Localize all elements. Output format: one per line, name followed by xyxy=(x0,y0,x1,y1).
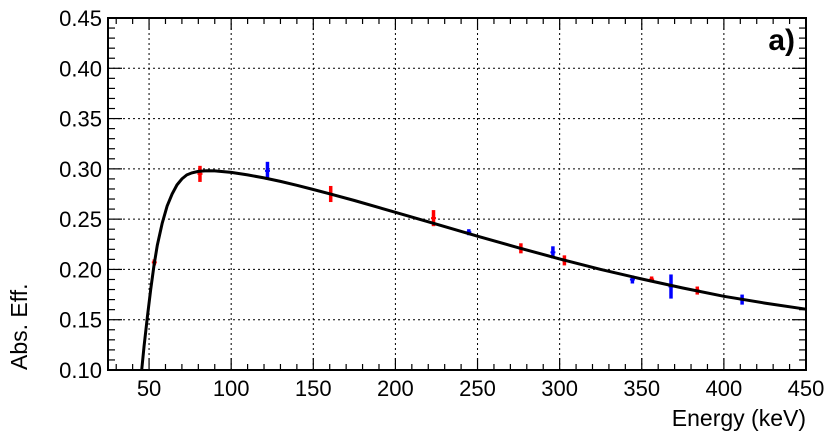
fit-curve xyxy=(140,169,807,371)
series-red xyxy=(151,165,700,295)
y-tick: 0.15 xyxy=(59,308,806,333)
y-tick-label: 0.30 xyxy=(59,157,102,182)
grid xyxy=(108,18,806,370)
y-tick-label: 0.20 xyxy=(59,257,102,282)
x-tick-label: 300 xyxy=(541,376,578,401)
y-axis-title: Abs. Eff. xyxy=(6,283,32,370)
y-tick: 0.45 xyxy=(59,6,806,31)
y-tick-label: 0.40 xyxy=(59,56,102,81)
x-tick: 50 xyxy=(137,18,161,401)
x-tick-label: 200 xyxy=(377,376,414,401)
y-tick: 0.25 xyxy=(59,207,806,232)
x-tick-label: 150 xyxy=(295,376,332,401)
x-tick: 350 xyxy=(623,18,660,401)
x-tick-label: 400 xyxy=(706,376,743,401)
x-tick-label: 350 xyxy=(623,376,660,401)
x-tick-label: 450 xyxy=(788,376,825,401)
x-tick-label: 250 xyxy=(459,376,496,401)
x-axis: 50 100 150 200 250 300 350 400 450 xyxy=(137,18,825,401)
y-tick-label: 0.25 xyxy=(59,207,102,232)
y-axis: 0.10 0.15 0.20 0.25 0.30 0.35 0.40 0.45 xyxy=(59,6,806,383)
x-tick: 150 xyxy=(295,18,332,401)
plot-frame xyxy=(107,17,807,371)
y-tick: 0.20 xyxy=(59,257,806,282)
x-tick-label: 100 xyxy=(213,376,250,401)
minor-ticks xyxy=(108,18,806,370)
panel-label: a) xyxy=(768,24,795,57)
x-tick: 400 xyxy=(706,18,743,401)
y-tick: 0.30 xyxy=(59,157,806,182)
x-tick: 100 xyxy=(213,18,250,401)
y-tick-label: 0.35 xyxy=(59,107,102,132)
y-tick-label: 0.45 xyxy=(59,6,102,31)
x-tick: 300 xyxy=(541,18,578,401)
x-tick: 250 xyxy=(459,18,496,401)
x-tick: 200 xyxy=(377,18,414,401)
y-tick: 0.35 xyxy=(59,107,806,132)
x-axis-title: Energy (keV) xyxy=(672,405,806,431)
y-tick-label: 0.15 xyxy=(59,308,102,333)
y-tick: 0.40 xyxy=(59,56,806,81)
x-tick-label: 50 xyxy=(137,376,161,401)
y-tick-label: 0.10 xyxy=(59,358,102,383)
series-blue xyxy=(264,161,745,305)
